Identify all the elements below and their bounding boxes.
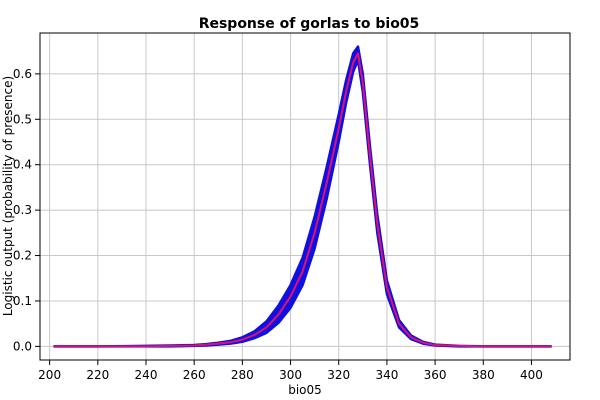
plot-frame xyxy=(39,32,571,361)
x-axis-ticks: 200 220 240 260 280 300 320 340 360 380 400 xyxy=(38,360,543,382)
series-lines xyxy=(53,45,552,348)
chart-title: Response of gorlas to bio05 xyxy=(199,16,420,32)
x-tick-label: 400 xyxy=(520,368,543,382)
y-tick-label: 0.2 xyxy=(13,249,32,263)
x-axis-label: bio05 xyxy=(288,383,322,397)
y-tick-label: 0.5 xyxy=(13,112,32,126)
x-tick-label: 360 xyxy=(424,368,447,382)
x-tick-label: 380 xyxy=(472,368,495,382)
y-axis-ticks: 0.0 0.1 0.2 0.3 0.4 0.5 0.6 xyxy=(13,67,40,353)
grid xyxy=(40,33,570,360)
y-tick-label: 0.3 xyxy=(13,203,32,217)
y-tick-label: 0.0 xyxy=(13,339,32,353)
x-tick-label: 260 xyxy=(183,368,206,382)
x-tick-label: 300 xyxy=(279,368,302,382)
x-tick-label: 340 xyxy=(375,368,398,382)
x-tick-label: 240 xyxy=(135,368,158,382)
y-axis-label: Logistic output (probability of presence… xyxy=(1,76,15,316)
x-tick-label: 220 xyxy=(86,368,109,382)
x-tick-label: 320 xyxy=(327,368,350,382)
x-tick-label: 200 xyxy=(38,368,61,382)
y-tick-label: 0.4 xyxy=(13,158,32,172)
series-line-lower xyxy=(53,59,552,348)
y-tick-label: 0.6 xyxy=(13,67,32,81)
y-tick-label: 0.1 xyxy=(13,294,32,308)
series-line-mean xyxy=(53,52,552,348)
x-tick-label: 280 xyxy=(231,368,254,382)
